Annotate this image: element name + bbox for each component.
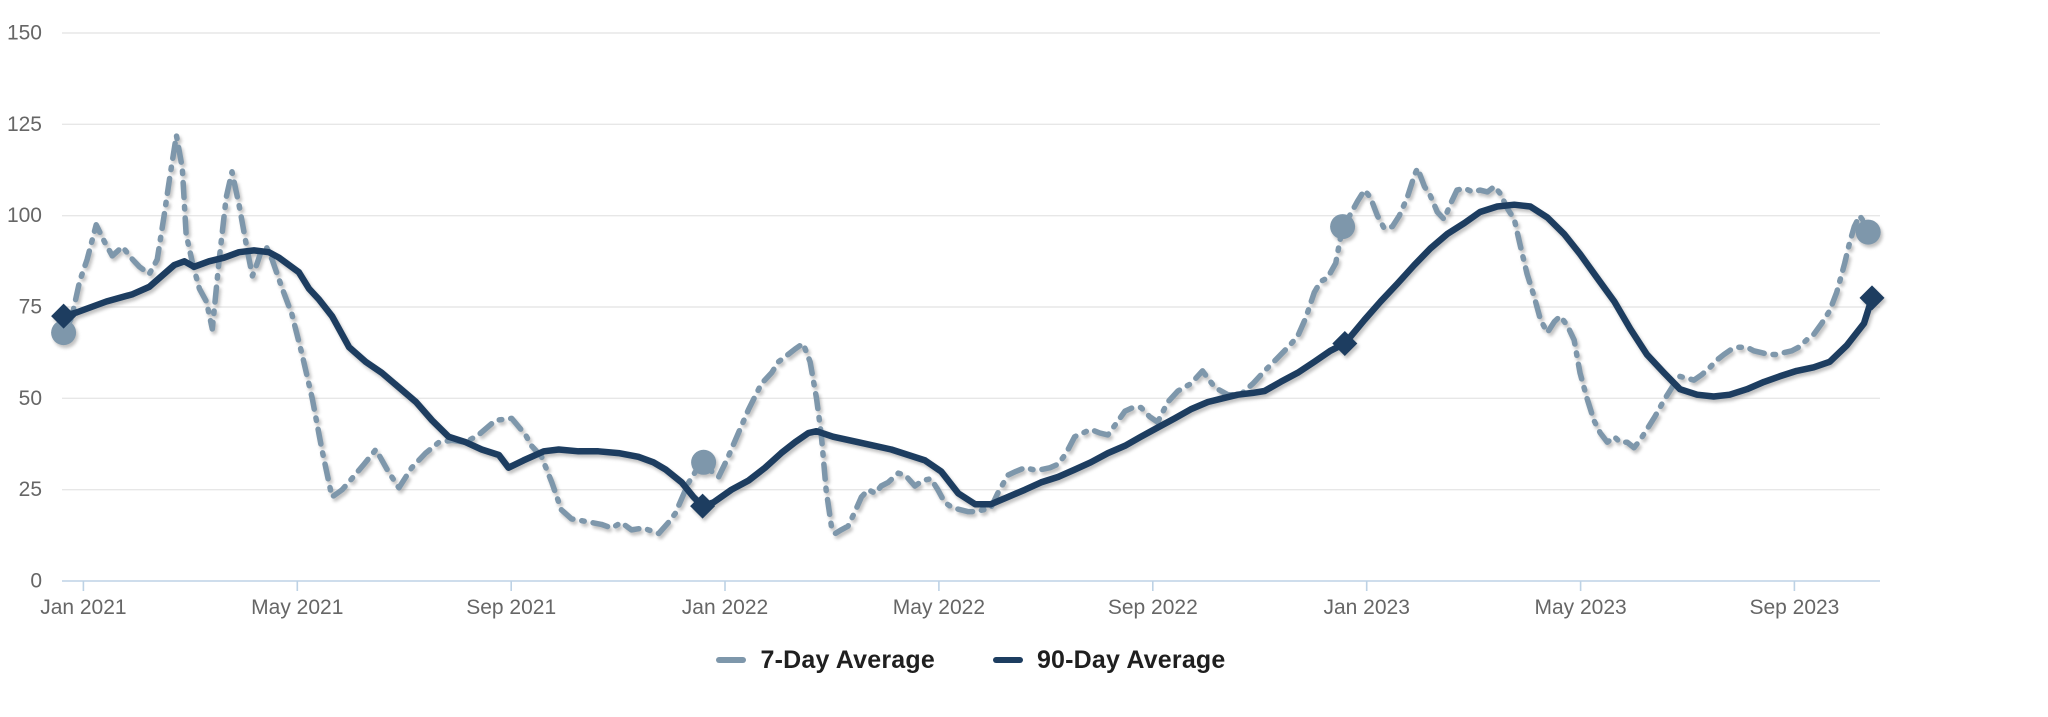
y-tick-label: 75: [19, 296, 42, 319]
y-tick-label: 25: [19, 478, 42, 501]
x-tick-label: May 2021: [251, 596, 343, 619]
y-tick-label: 125: [7, 113, 42, 136]
x-tick-label: May 2022: [893, 596, 985, 619]
data-marker-circle-7-day[interactable]: [1330, 214, 1356, 240]
series-line-7-day-average: [60, 132, 1871, 537]
y-tick-label: 0: [30, 570, 42, 593]
legend-label-7-day-average: 7-Day Average: [760, 645, 935, 674]
x-tick-label: May 2023: [1534, 596, 1626, 619]
x-tick-label: Sep 2023: [1749, 596, 1839, 619]
data-marker-circle-7-day[interactable]: [1855, 219, 1881, 245]
x-tick-label: Sep 2022: [1108, 596, 1198, 619]
dash-swatch-icon: [716, 657, 747, 663]
data-marker-diamond-90-day[interactable]: [690, 493, 716, 519]
data-marker-diamond-90-day[interactable]: [1859, 285, 1885, 311]
x-tick-label: Jan 2022: [682, 596, 768, 619]
x-tick-label: Jan 2021: [40, 596, 126, 619]
series-group: [51, 132, 1885, 537]
data-marker-diamond-90-day[interactable]: [51, 303, 77, 329]
legend-entry-90-day-average[interactable]: 90-Day Average: [992, 645, 1226, 675]
legend: 7-Day Average 90-Day Average: [62, 638, 1880, 682]
legend-label-90-day-average: 90-Day Average: [1036, 645, 1226, 674]
dash-swatch-icon: [992, 657, 1023, 663]
y-tick-label: 50: [19, 387, 42, 410]
data-marker-circle-7-day[interactable]: [691, 449, 717, 475]
y-tick-label: 150: [7, 22, 42, 45]
data-marker-diamond-90-day[interactable]: [1332, 331, 1358, 356]
data-marker-circle-7-day[interactable]: [51, 320, 77, 346]
x-tick-label: Jan 2023: [1323, 596, 1409, 619]
legend-entry-7-day-average[interactable]: 7-Day Average: [716, 645, 935, 675]
y-tick-label: 100: [7, 204, 42, 227]
x-tick-label: Sep 2021: [466, 596, 556, 619]
series-line-90-day-average: [60, 201, 1876, 510]
